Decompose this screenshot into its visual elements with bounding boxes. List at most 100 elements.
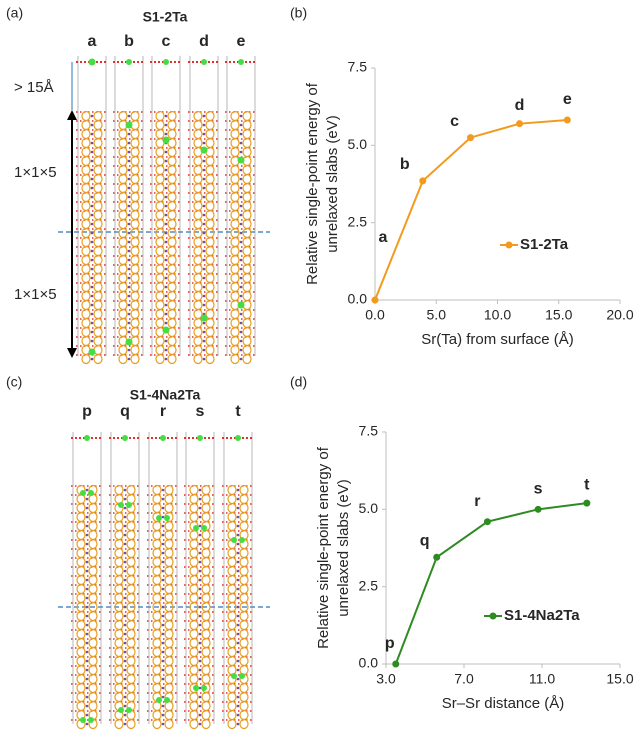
cation [124, 597, 127, 600]
octahedron [202, 621, 210, 630]
octahedron [190, 639, 198, 648]
cation [165, 322, 168, 325]
cation [203, 331, 206, 334]
cation [203, 187, 206, 190]
octahedron [206, 292, 214, 301]
octahedron [153, 585, 161, 594]
octahedron [168, 211, 176, 220]
cation [86, 507, 89, 510]
octahedron [202, 495, 210, 504]
cation [165, 178, 168, 181]
cation [165, 214, 168, 217]
octahedron [194, 355, 202, 364]
octahedron [153, 522, 161, 531]
octahedron [165, 666, 173, 675]
octahedron [94, 166, 102, 175]
octahedron [231, 211, 239, 220]
cation [162, 624, 165, 627]
octahedron [127, 612, 135, 621]
cation [199, 534, 202, 537]
cation [240, 124, 243, 127]
cation [199, 579, 202, 582]
octahedron [190, 513, 198, 522]
octahedron [89, 621, 97, 630]
cation [237, 714, 240, 717]
octahedron [77, 630, 85, 639]
octahedron [231, 130, 239, 139]
cation [199, 552, 202, 555]
octahedron [131, 166, 139, 175]
octahedron [168, 274, 176, 283]
dopant [88, 490, 94, 496]
octahedron [153, 531, 161, 540]
cation [199, 642, 202, 645]
x-axis-label: Sr(Ta) from surface (Å) [421, 331, 574, 348]
octahedron [115, 585, 123, 594]
cation [165, 286, 168, 289]
octahedron [202, 648, 210, 657]
octahedron [119, 157, 127, 166]
cation [162, 660, 165, 663]
cation [91, 313, 94, 316]
octahedron [82, 184, 90, 193]
octahedron [231, 265, 239, 274]
octahedron [202, 639, 210, 648]
octahedron [94, 319, 102, 328]
octahedron [77, 675, 85, 684]
cation [124, 705, 127, 708]
octahedron [231, 328, 239, 337]
octahedron [119, 355, 127, 364]
octahedron [89, 585, 97, 594]
octahedron [190, 666, 198, 675]
cation [162, 651, 165, 654]
cation [124, 570, 127, 573]
octahedron [168, 220, 176, 229]
octahedron [119, 193, 127, 202]
octahedron [165, 684, 173, 693]
octahedron [119, 292, 127, 301]
cation [240, 214, 243, 217]
cation [124, 606, 127, 609]
octahedron [77, 684, 85, 693]
cation [203, 196, 206, 199]
octahedron [77, 558, 85, 567]
octahedron [153, 657, 161, 666]
cation [86, 669, 89, 672]
cation [86, 552, 89, 555]
cation [237, 534, 240, 537]
octahedron [94, 220, 102, 229]
cation [165, 304, 168, 307]
cation [91, 241, 94, 244]
cation [240, 313, 243, 316]
octahedron [168, 238, 176, 247]
octahedron [127, 720, 135, 729]
octahedron [127, 693, 135, 702]
dopant [193, 525, 199, 531]
octahedron [190, 711, 198, 720]
octahedron [206, 130, 214, 139]
octahedron [243, 148, 251, 157]
cation [86, 696, 89, 699]
octahedron [82, 193, 90, 202]
cation [86, 597, 89, 600]
octahedron [119, 211, 127, 220]
cation [162, 633, 165, 636]
cation [86, 606, 89, 609]
octahedron [228, 693, 236, 702]
cation [165, 169, 168, 172]
cation [237, 660, 240, 663]
column-label: e [237, 33, 246, 50]
cation [91, 151, 94, 154]
y-tick-label: 2.5 [348, 213, 368, 229]
cation [162, 588, 165, 591]
octahedron [153, 612, 161, 621]
column-label: r [160, 403, 166, 420]
octahedron [127, 675, 135, 684]
octahedron [194, 337, 202, 346]
octahedron [127, 522, 135, 531]
cation [162, 579, 165, 582]
cation [237, 579, 240, 582]
octahedron [165, 495, 173, 504]
cation [91, 295, 94, 298]
octahedron [194, 211, 202, 220]
